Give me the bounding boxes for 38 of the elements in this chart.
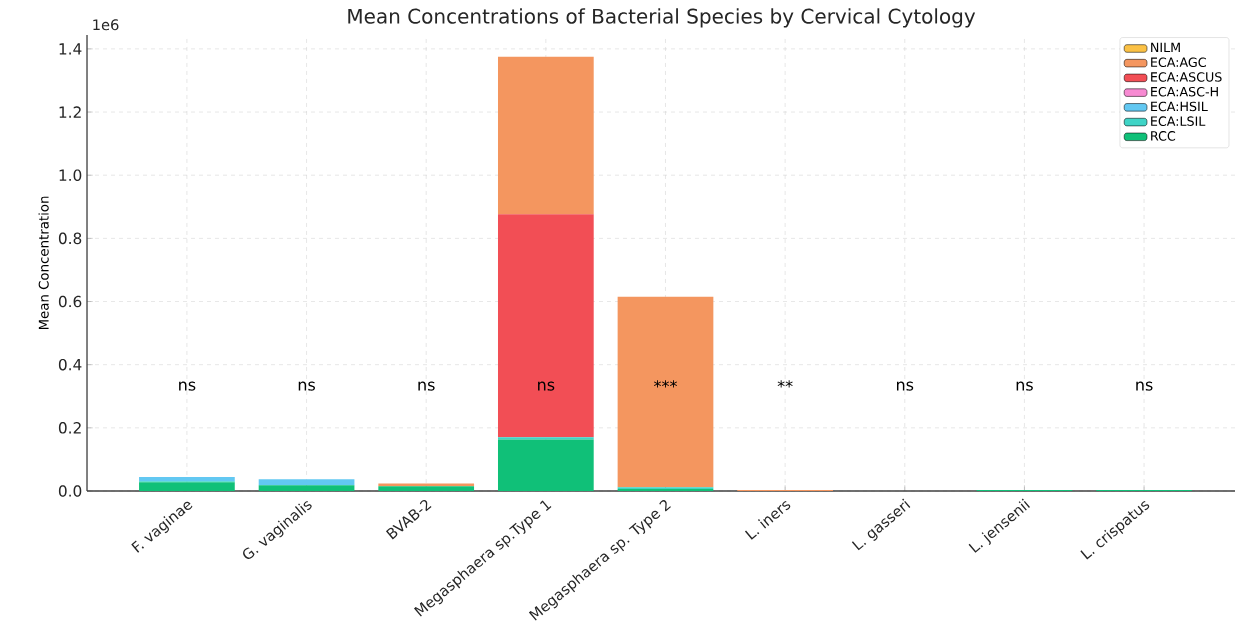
y-tick-label: 1.0 bbox=[59, 169, 82, 181]
bar bbox=[139, 482, 235, 491]
y-tick-label: 0.4 bbox=[58, 358, 82, 371]
annotation: ns bbox=[896, 381, 914, 391]
legend-label: ECA:AGC bbox=[1151, 57, 1206, 67]
y-tick-label: 0.8 bbox=[58, 232, 82, 245]
text: 1e6 bbox=[93, 19, 119, 31]
annotation: ns bbox=[298, 381, 316, 391]
bar bbox=[497, 439, 594, 491]
y-tick-label: 1.2 bbox=[59, 106, 81, 118]
chart-title: Mean Concentrations of Bacterial Species by Cervical Cytology bbox=[348, 8, 976, 28]
y-tick-label: 0.2 bbox=[58, 421, 81, 434]
bar bbox=[378, 483, 475, 487]
y-tick-label: 1.4 bbox=[59, 43, 82, 55]
bar bbox=[617, 296, 714, 488]
bar bbox=[258, 479, 355, 486]
legend-label: RCC bbox=[1151, 131, 1176, 141]
y-tick-label: 0.0 bbox=[58, 485, 82, 497]
annotation: ** bbox=[777, 380, 793, 388]
legend-label: ECA:ASCUS bbox=[1151, 72, 1222, 82]
annotation: ns bbox=[538, 381, 555, 391]
annotation: ns bbox=[1016, 381, 1033, 391]
y-tick-label: 0.6 bbox=[58, 295, 82, 308]
bar bbox=[139, 477, 235, 482]
bar bbox=[497, 214, 594, 438]
y-axis-title: Mean Concentration bbox=[38, 196, 49, 330]
legend-label: ECA:ASC-H bbox=[1151, 86, 1218, 97]
annotation: *** bbox=[653, 380, 678, 388]
annotation: ns bbox=[418, 381, 435, 391]
legend-label: ECA:HSIL bbox=[1151, 101, 1208, 112]
annotation: ns bbox=[1136, 381, 1153, 391]
bar bbox=[378, 486, 475, 491]
legend-label: NILM bbox=[1151, 42, 1180, 53]
bar bbox=[258, 485, 355, 491]
bar bbox=[497, 56, 594, 215]
annotation: ns bbox=[179, 381, 196, 391]
legend-label: ECA:LSIL bbox=[1151, 116, 1206, 126]
bar bbox=[497, 437, 594, 440]
